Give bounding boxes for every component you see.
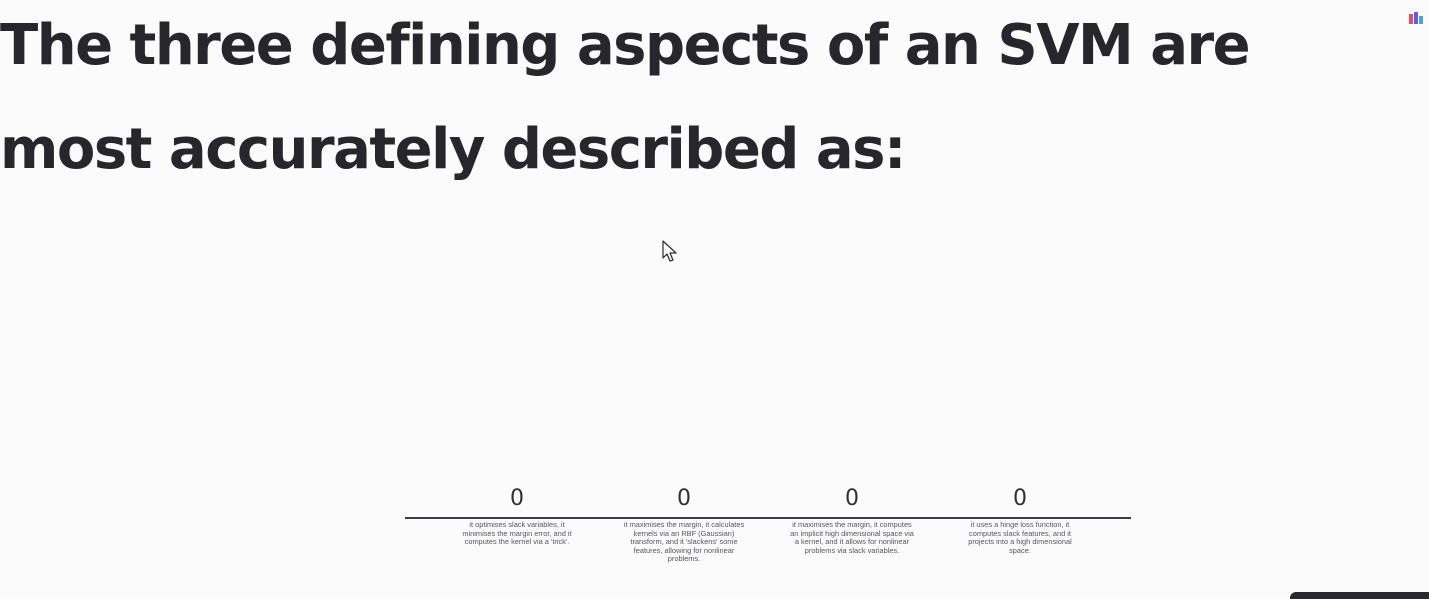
option-3-count: 0 [845,486,859,511]
option-1-count: 0 [510,486,524,511]
mentimeter-logo-icon [1408,11,1424,25]
option-3: 0 it maximises the margin, it computes a… [790,484,914,555]
option-1: 0 it optimises slack variables, it minim… [455,484,579,547]
option-4: 0 it uses a hinge loss function, it comp… [958,484,1082,555]
option-2: 0 it maximises the margin, it calculates… [622,484,746,564]
chart-baseline [405,517,1131,519]
question-title: The three defining aspects of an SVM are… [0,13,1251,182]
option-2-count: 0 [677,486,691,511]
option-4-count: 0 [1013,486,1027,511]
option-1-label: it optimises slack variables, it minimis… [462,520,572,547]
option-3-label: it maximises the margin, it computes an … [790,520,914,555]
presenter-toolbar-edge[interactable] [1290,592,1429,599]
mouse-pointer-icon [662,240,678,264]
option-4-label: it uses a hinge loss function, it comput… [968,520,1072,555]
results-bar-chart: 0 it optimises slack variables, it minim… [405,484,1131,584]
option-2-label: it maximises the margin, it calculates k… [623,520,745,564]
